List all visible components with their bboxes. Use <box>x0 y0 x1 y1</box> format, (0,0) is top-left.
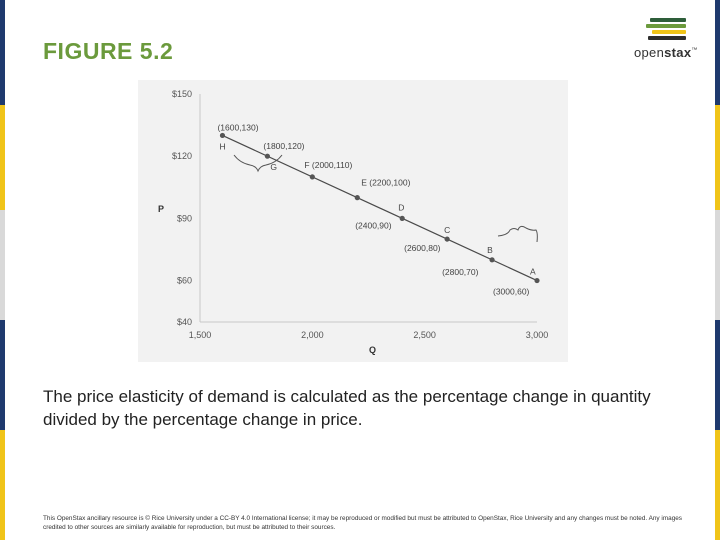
openstax-logo: openstax™ <box>632 16 698 66</box>
point-letter-c: C <box>444 225 450 235</box>
point-letter-b: B <box>487 245 493 255</box>
brace-right <box>497 225 538 243</box>
point-label-a: (3000,60) <box>493 287 530 297</box>
logo-trademark: ™ <box>691 47 698 54</box>
x-tick-label: 2,000 <box>301 330 324 340</box>
edge-segment <box>0 0 5 105</box>
data-point-a <box>534 277 540 284</box>
data-point-g <box>264 153 270 159</box>
edge-segment <box>0 320 5 430</box>
x-tick-label: 3,000 <box>526 330 549 340</box>
y-tick-label: $120 <box>172 151 192 161</box>
data-point-h <box>219 132 226 139</box>
point-label-b: (2800,70) <box>442 267 479 277</box>
edge-segment <box>0 430 5 540</box>
point-label-d: (2400,90) <box>355 220 392 230</box>
point-label-e: E (2200,100) <box>361 178 410 188</box>
point-label-h: (1600,130) <box>217 122 258 132</box>
logo-book <box>646 24 686 28</box>
brace-left <box>233 154 283 173</box>
demand-chart: $40 $60 $90 $120 $150 1,500 2,000 2,500 3,000 P… <box>138 80 568 362</box>
y-tick-label: $40 <box>177 317 192 327</box>
figure-title: FIGURE 5.2 <box>43 38 174 64</box>
y-tick-label: $150 <box>172 89 192 99</box>
x-axis-label: Q <box>369 345 376 355</box>
y-axis-label: P <box>158 204 164 214</box>
logo-book <box>652 30 686 34</box>
data-point-c <box>444 236 450 242</box>
point-label-c: (2600,80) <box>404 243 441 253</box>
demand-line <box>222 134 538 282</box>
point-letter-g: G <box>270 162 277 172</box>
logo-book <box>648 36 686 40</box>
edge-segment <box>715 0 720 105</box>
point-letter-d: D <box>398 202 404 212</box>
edge-segment <box>715 210 720 320</box>
data-point-d <box>399 215 405 221</box>
y-tick-label: $90 <box>177 213 192 223</box>
data-point-b <box>489 257 495 263</box>
edge-segment <box>0 105 5 210</box>
logo-text-regular: open <box>634 45 665 60</box>
point-label-f: F (2000,110) <box>304 160 352 170</box>
logo-text-bold: stax <box>664 45 692 60</box>
figure-caption: The price elasticity of demand is calcul… <box>43 387 651 429</box>
point-label-g: (1800,120) <box>263 141 304 151</box>
right-edge-bar <box>715 0 720 540</box>
point-letter-h: H <box>219 141 225 151</box>
x-tick-label: 2,500 <box>413 330 436 340</box>
data-point-f <box>309 174 315 180</box>
x-tick-labels: 1,500 2,000 2,500 3,000 <box>189 330 549 340</box>
edge-segment <box>715 430 720 540</box>
logo-wordmark: openstax™ <box>634 45 698 60</box>
license-footer: This OpenStax ancillary resource is © Ri… <box>43 515 683 531</box>
plot-background <box>138 80 568 362</box>
edge-segment <box>0 210 5 320</box>
edge-segment <box>715 105 720 210</box>
left-edge-bar <box>0 0 5 540</box>
logo-book <box>650 18 686 22</box>
y-tick-label: $60 <box>177 276 192 286</box>
data-point-e <box>354 195 360 201</box>
point-letter-a: A <box>530 267 536 277</box>
y-tick-labels: $40 $60 $90 $120 $150 <box>172 89 192 327</box>
edge-segment <box>715 320 720 430</box>
x-tick-label: 1,500 <box>189 330 212 340</box>
data-points: H (1600,130) G (1800,120)F (2000,110) E (220… <box>217 122 540 297</box>
